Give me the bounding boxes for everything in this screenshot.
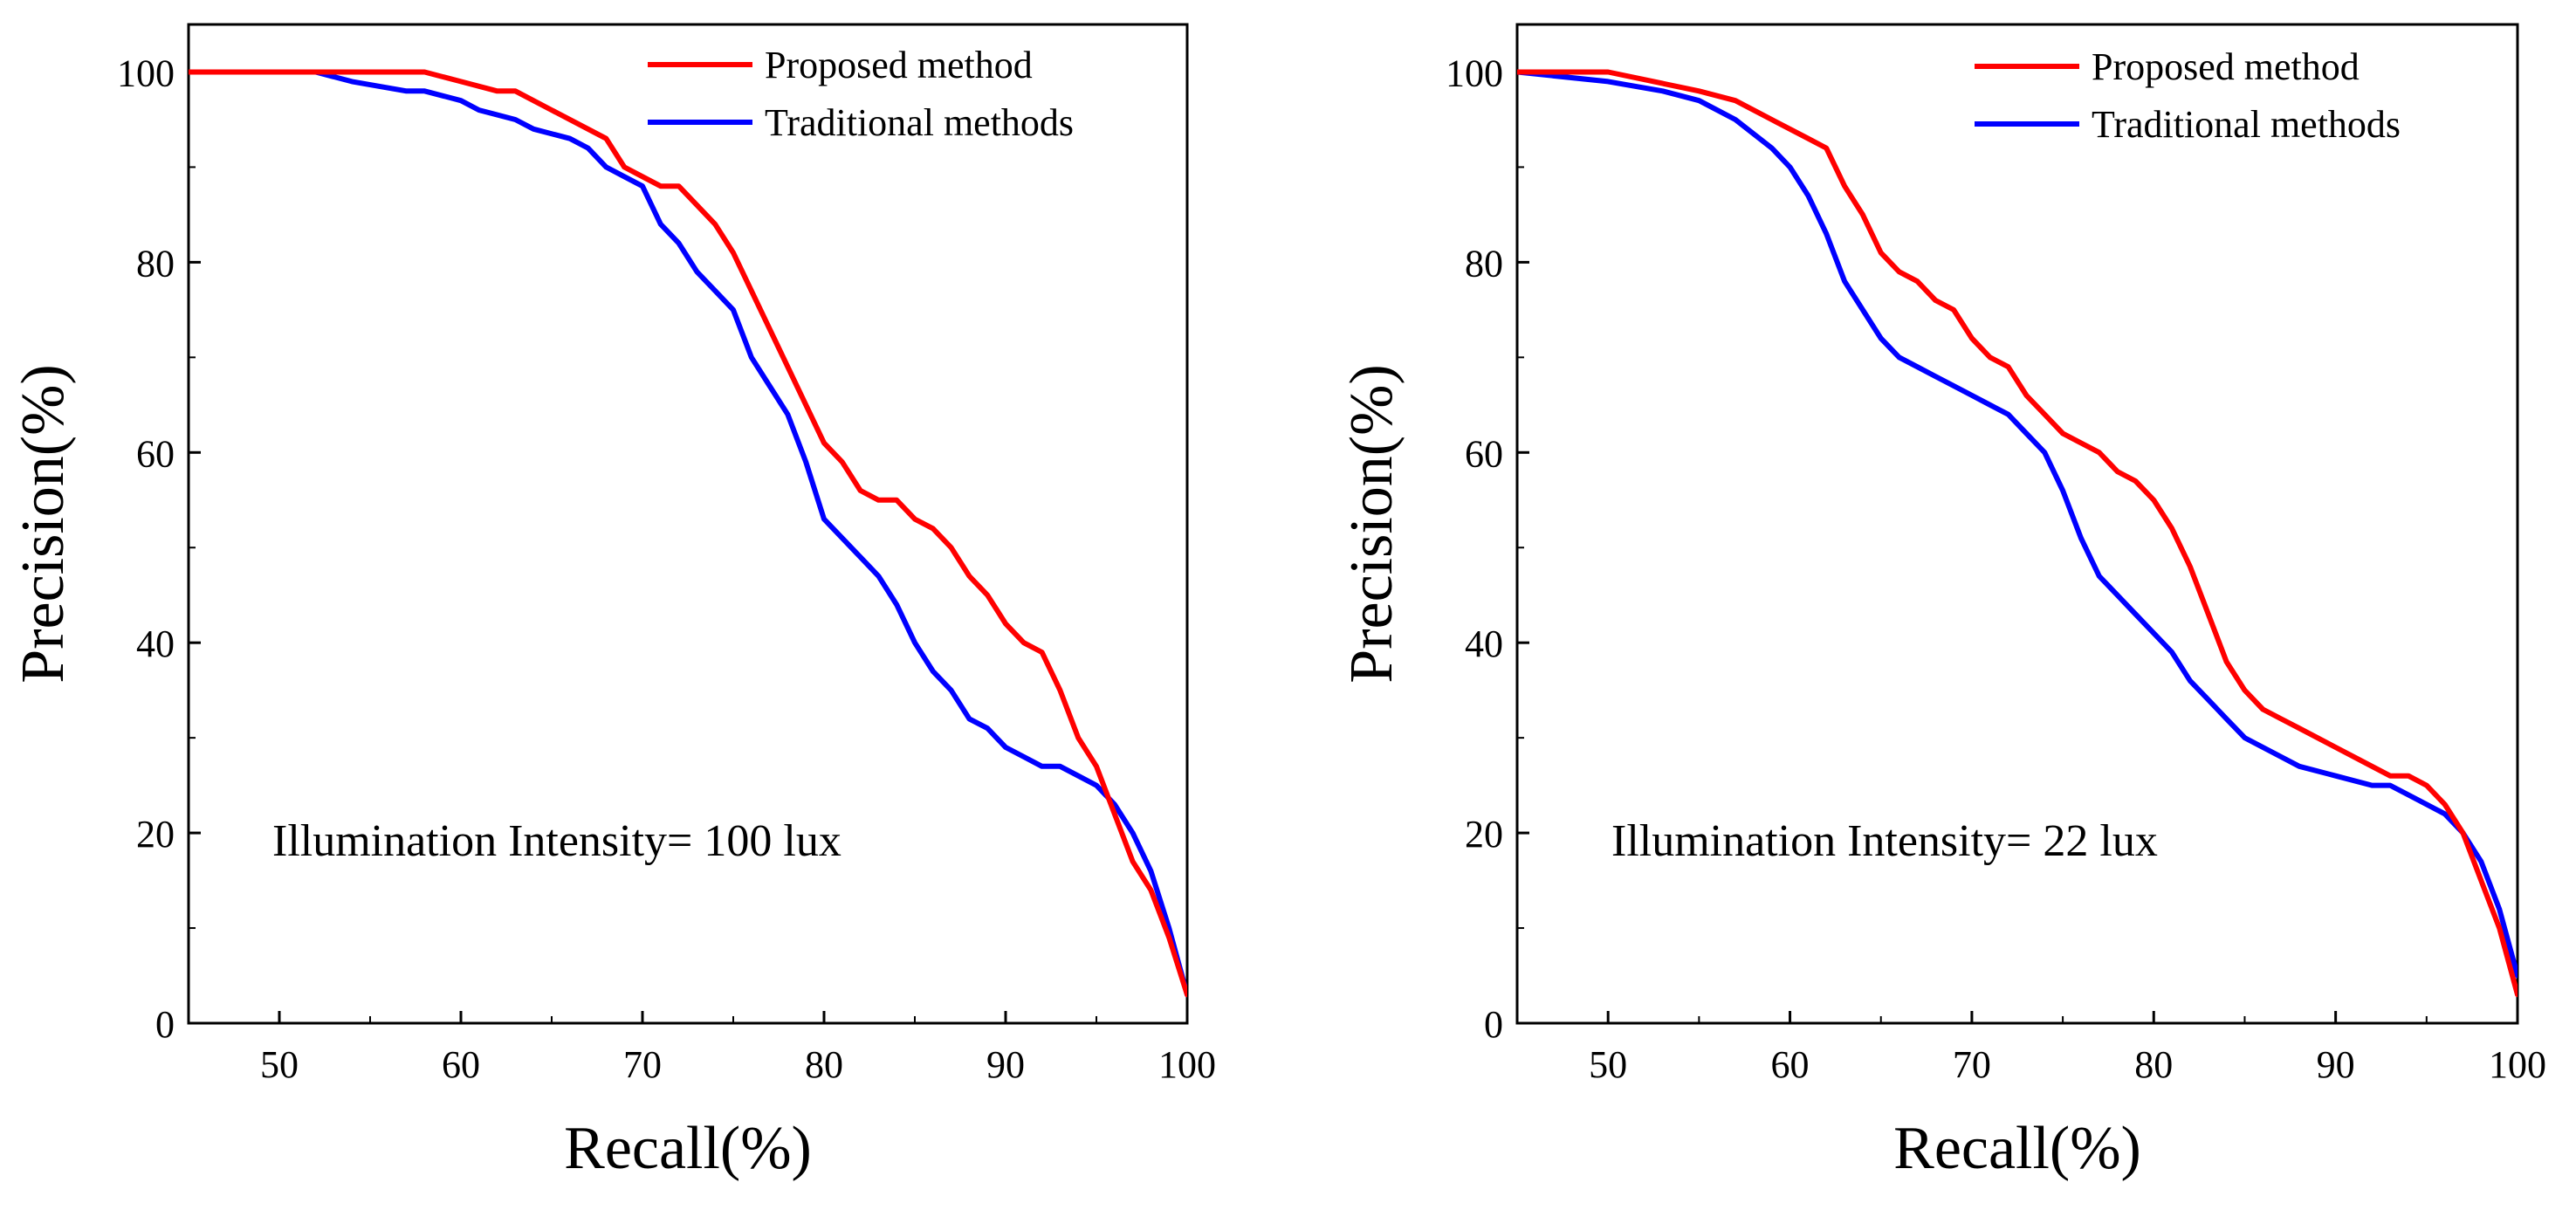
y-tick-label: 40 [136,622,175,665]
y-tick-label: 100 [1446,52,1503,94]
y-tick-label: 40 [1465,622,1503,665]
y-tick-label: 20 [136,813,175,856]
x-tick-label: 50 [260,1043,299,1086]
legend-label: Traditional methods [2092,103,2401,146]
y-tick-label: 0 [155,1003,175,1046]
series-line-traditional [189,69,1187,998]
illumination-annotation: Illumination Intensity= 22 lux [1611,816,2158,866]
legend-label: Proposed method [2092,45,2360,88]
chart-panel-left: 50 60 70 80 90 100 0 20 40 60 80 100 Recall(%) Precis… [10,23,1216,1182]
x-tick-label: 70 [623,1043,662,1086]
y-tick-label: 0 [1484,1003,1503,1046]
x-tick-label: 90 [986,1043,1025,1086]
y-axis-title: Precision(%) [1338,364,1405,683]
x-tick-label: 100 [2489,1043,2546,1086]
series-line-proposed [1517,69,2518,998]
x-axis-title: Recall(%) [1893,1115,2141,1182]
plot-frame [1515,23,2519,1025]
y-tick-label: 80 [1465,242,1503,285]
x-axis-title: Recall(%) [564,1115,812,1182]
plot-frame [187,23,1189,1025]
y-axis-title: Precision(%) [10,364,77,683]
x-tick-label: 60 [442,1043,480,1086]
x-tick-label: 60 [1771,1043,1810,1086]
x-tick-label: 90 [2317,1043,2355,1086]
x-tick-label: 100 [1158,1043,1216,1086]
x-tick-label: 80 [2134,1043,2173,1086]
legend-label: Proposed method [765,44,1033,86]
x-tick-label: 70 [1953,1043,1991,1086]
legend-label: Traditional methods [765,101,1074,144]
chart-panel-right: 50 60 70 80 90 100 0 20 40 60 80 100 Recall(%) Precis… [1338,23,2546,1182]
illumination-annotation: Illumination Intensity= 100 lux [272,816,841,866]
series-line-traditional [1517,69,2518,979]
x-tick-label: 80 [805,1043,843,1086]
y-tick-label: 60 [1465,432,1503,475]
x-tick-label: 50 [1589,1043,1627,1086]
series-line-proposed [189,69,1187,998]
y-tick-label: 80 [136,242,175,285]
y-tick-label: 20 [1465,813,1503,856]
y-tick-label: 100 [117,52,175,94]
y-tick-label: 60 [136,432,175,475]
